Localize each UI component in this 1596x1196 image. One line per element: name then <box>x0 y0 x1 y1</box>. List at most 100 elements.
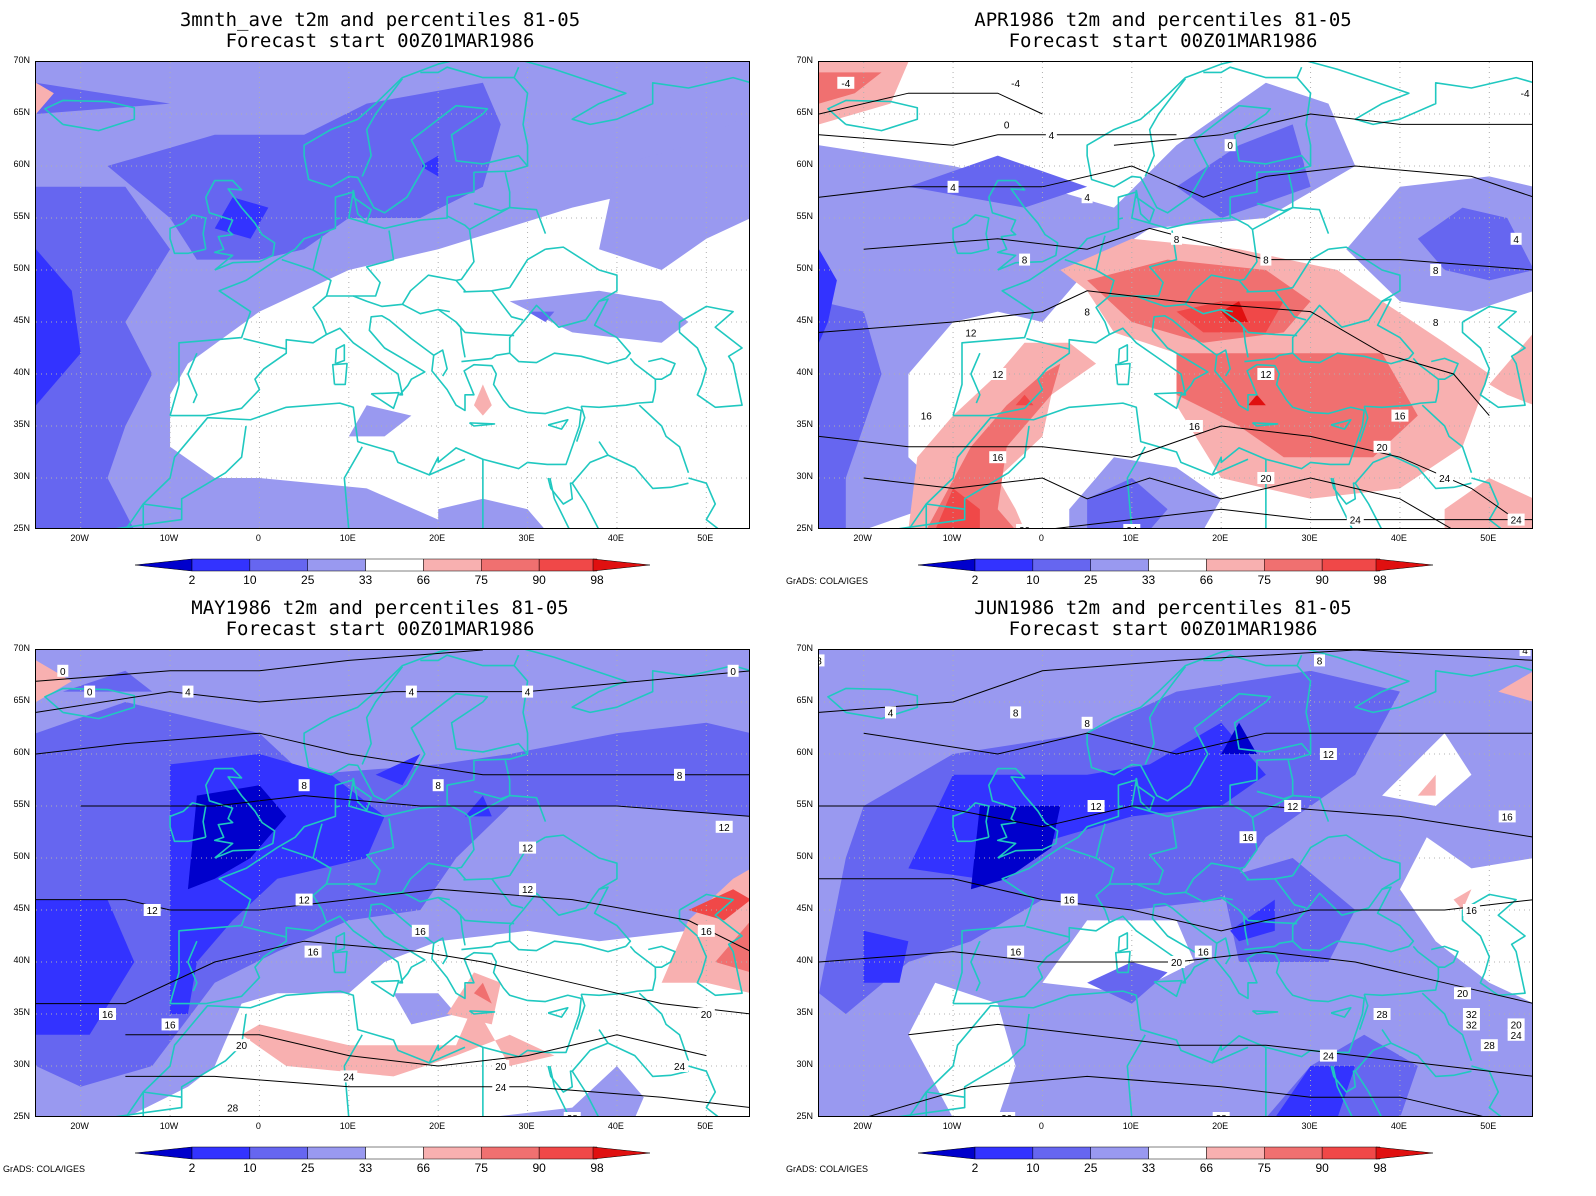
percentile-shade <box>1489 334 1532 405</box>
coastline <box>370 979 400 998</box>
map-panel-2: APR1986 t2m and percentiles 81-05 Forecas… <box>783 0 1566 588</box>
contour-label: 16 <box>1462 904 1480 917</box>
contour-label: 16 <box>99 1008 116 1021</box>
longitude-label: 10W <box>159 1121 179 1131</box>
contour-label: 16 <box>1194 945 1212 959</box>
latitude-label: 55N <box>796 211 813 221</box>
coastline <box>1252 1010 1279 1015</box>
svg-text:4: 4 <box>1084 193 1090 204</box>
svg-text:20: 20 <box>1001 1114 1013 1117</box>
colorbar-swatch <box>365 1146 424 1160</box>
coastline <box>952 802 990 843</box>
temperature-contour <box>36 670 749 713</box>
colorbar-swatch <box>481 1146 540 1160</box>
coastline <box>1135 777 1155 811</box>
latitude-label: 45N <box>796 903 813 913</box>
svg-text:20: 20 <box>1377 443 1389 454</box>
contour-label: 20 <box>1454 987 1471 1000</box>
coastline <box>547 477 599 528</box>
svg-text:4: 4 <box>1049 131 1055 142</box>
contour-label: 16 <box>1498 810 1516 823</box>
colorbar-label: 98 <box>1373 573 1387 587</box>
coastline <box>581 967 657 997</box>
coastline <box>473 790 510 800</box>
temperature-contour <box>863 477 1452 528</box>
coastline <box>1114 950 1131 974</box>
coastline <box>1461 305 1526 409</box>
coastline <box>1358 994 1369 1030</box>
contour-label: 12 <box>519 883 537 896</box>
coastline <box>455 909 466 946</box>
svg-text:12: 12 <box>147 906 159 917</box>
coastline <box>169 62 749 416</box>
coastline <box>1296 654 1312 754</box>
colorbar-label: 25 <box>1084 573 1098 587</box>
latitude-label: 60N <box>796 159 813 169</box>
contour-label: 24 <box>671 1060 688 1073</box>
contour-label: 16 <box>1391 409 1409 423</box>
percentile-shade <box>1221 722 1257 754</box>
svg-text:16: 16 <box>1394 412 1406 423</box>
percentile-shade <box>473 384 492 416</box>
coastline <box>473 202 510 212</box>
coastline <box>1431 357 1459 381</box>
coastline <box>898 509 966 528</box>
longitude-label: 50E <box>697 533 714 543</box>
contour-label: 20 <box>1016 524 1034 528</box>
coastline <box>1412 945 1439 968</box>
latitude-label: 65N <box>796 107 813 117</box>
coastline <box>1252 422 1279 427</box>
colorbar-swatch <box>134 558 193 572</box>
latitude-label: 45N <box>13 315 30 325</box>
coastline <box>1114 362 1131 386</box>
temperature-contour <box>819 805 1532 838</box>
percentile-shade <box>348 405 412 437</box>
percentile-shade <box>500 1066 644 1116</box>
coastline <box>469 172 511 231</box>
latitude-label: 50N <box>796 851 813 861</box>
coastline <box>1026 925 1070 938</box>
colorbar-label: 90 <box>1315 1161 1329 1175</box>
coastline <box>343 446 363 528</box>
svg-text:24: 24 <box>1126 526 1138 529</box>
svg-text:24: 24 <box>1511 1031 1523 1042</box>
contour-label: 0 <box>57 664 69 678</box>
coastline <box>352 215 475 308</box>
coastline <box>1292 836 1329 877</box>
svg-text:16: 16 <box>102 1010 114 1021</box>
contour-label: 28 <box>1480 1039 1498 1052</box>
colorbar-swatch <box>191 1146 251 1160</box>
map-panel-4: JUN1986 t2m and percentiles 81-05 Forecas… <box>783 588 1566 1176</box>
coastline <box>335 805 341 808</box>
coastline <box>243 337 287 350</box>
coastline <box>1144 666 1187 765</box>
latitude-label: 25N <box>796 523 813 533</box>
temperature-contour <box>819 650 1532 713</box>
svg-text:8: 8 <box>301 781 307 792</box>
latitude-label: 35N <box>13 419 30 429</box>
latitude-label: 50N <box>796 263 813 273</box>
percentile-shade <box>1417 207 1532 281</box>
latitude-label: 70N <box>13 55 30 65</box>
coastline <box>1185 891 1233 903</box>
svg-text:12: 12 <box>1091 802 1103 813</box>
svg-text:16: 16 <box>1466 906 1478 917</box>
coastline <box>461 940 510 951</box>
coastline <box>1296 66 1312 166</box>
coastline <box>1332 477 1353 528</box>
percentile-shade <box>819 249 837 343</box>
colorbar-label: 33 <box>358 573 373 587</box>
panel-title: MAY1986 t2m and percentiles 81-05 <box>191 597 569 619</box>
longitude-label: 50E <box>1480 533 1497 543</box>
percentile-shade <box>1087 478 1168 528</box>
coastline <box>575 994 586 1030</box>
contour-label: 8 <box>1430 316 1442 329</box>
svg-text:20: 20 <box>236 1041 248 1052</box>
percentile-shade <box>107 82 501 260</box>
coastline <box>1292 206 1330 234</box>
longitude-label: 30E <box>1301 533 1318 543</box>
colorbar-swatch <box>1321 1146 1381 1160</box>
coastline <box>169 650 749 1004</box>
latitude-label: 30N <box>13 471 30 481</box>
svg-text:8: 8 <box>819 656 822 667</box>
